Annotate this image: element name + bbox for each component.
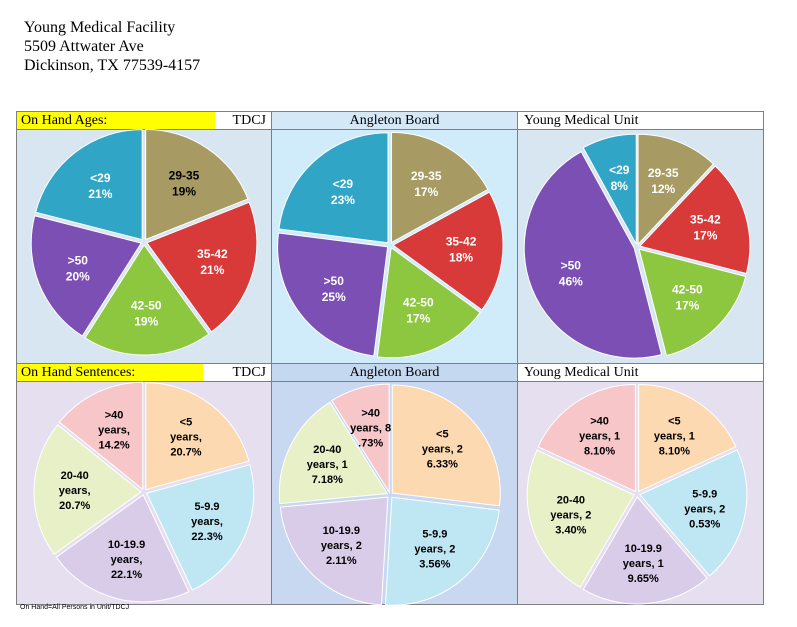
facility-city: Dickinson, TX 77539-4157 xyxy=(24,57,201,74)
slice-ages-tdcj-_29 xyxy=(35,129,143,241)
label-sentences-tdcj-_40: >40 years, 14.2% xyxy=(98,409,130,451)
slice-ages-angleton-29_35 xyxy=(391,131,489,244)
slice-ages-tdcj-29_35 xyxy=(145,129,249,241)
divider-1 xyxy=(271,112,272,604)
facility-address: Young Medical Facility 5509 Attwater Ave… xyxy=(24,18,200,75)
sentences-angleton-title: Angleton Board xyxy=(349,365,440,380)
label-sentences-tdcj-_5: <5 years, 20.7% xyxy=(170,417,202,459)
pie-sentences-tdcj: <5 years, 20.7% 5-9.9 years, 22.3% 10-19.9 year… xyxy=(33,381,255,603)
ages-tdcj-title: TDCJ xyxy=(232,113,266,128)
label-sentences-young-10_19_9: 10-19.9 years, 1 9.65% xyxy=(623,543,664,585)
slice-ages-angleton-35_42 xyxy=(392,191,504,311)
label-sentences-young-_40: >40 years, 1 8.10% xyxy=(579,415,620,457)
label-ages-young-_50: >50 46% xyxy=(559,258,583,288)
header-sentences-angleton: Angleton Board xyxy=(272,363,517,382)
label-ages-young-29_35: 29-35 12% xyxy=(648,166,679,196)
label-sentences-tdcj-5_9_9: 5-9.9 years, 22.3% xyxy=(191,501,223,543)
label-ages-angleton-42_50: 42-50 17% xyxy=(403,296,434,326)
slice-sentences-tdcj-20_40 xyxy=(33,424,142,555)
slice-ages-tdcj-42_50 xyxy=(84,244,210,356)
header-ages-tdcj: On Hand Ages: TDCJ xyxy=(17,112,271,130)
header-ages-angleton: Angleton Board xyxy=(272,112,517,130)
slice-sentences-angleton-_40 xyxy=(331,383,390,494)
pie-sentences-young: <5 years, 1 8.10% 5-9.9 years, 2 0.53% 10-19.9… xyxy=(526,383,748,605)
label-ages-tdcj-29_35: 29-35 19% xyxy=(169,168,200,198)
slice-sentences-tdcj-10_19_9 xyxy=(55,494,190,603)
slice-ages-young-29_35 xyxy=(637,133,715,246)
label-ages-angleton-35_42: 35-42 18% xyxy=(446,235,477,265)
slice-sentences-angleton-5_9_9 xyxy=(384,496,500,606)
slice-sentences-young-5_9_9 xyxy=(639,449,748,577)
label-ages-young-_29: <29 8% xyxy=(609,163,630,193)
sentences-young-title: Young Medical Unit xyxy=(524,365,639,380)
label-sentences-angleton-_40: >40 years, 8.73% xyxy=(350,408,391,450)
pie-sentences-angleton: <5 years, 2 6.33% 5-9.9 years, 2 3.56% 10-19.9… xyxy=(278,383,501,606)
label-sentences-young-5_9_9: 5-9.9 years, 2 0.53% xyxy=(684,489,725,531)
slice-ages-angleton-42_50 xyxy=(376,246,481,359)
slice-sentences-young-10_19_9 xyxy=(582,496,708,605)
ages-young-title: Young Medical Unit xyxy=(524,113,639,128)
pie-charts: 29-35 19%35-42 21%42-50 19%>50 20%<29 21%29-3… xyxy=(30,129,751,606)
label-sentences-tdcj-10_19_9: 10-19.9 years, 22.1% xyxy=(108,539,145,581)
label-ages-tdcj-35_42: 35-42 21% xyxy=(197,247,228,277)
slice-sentences-young-_40 xyxy=(537,383,636,493)
label-ages-tdcj-_29: <29 21% xyxy=(88,171,112,201)
header-sentences-young: Young Medical Unit xyxy=(518,363,763,382)
label-ages-angleton-_50: >50 25% xyxy=(322,274,346,304)
sentences-label: On Hand Sentences: xyxy=(17,364,203,381)
chart-grid: On Hand Ages: TDCJ Angleton Board Young … xyxy=(16,111,764,606)
slice-ages-young-42_50 xyxy=(638,248,747,357)
label-ages-tdcj-_50: >50 20% xyxy=(66,253,90,283)
header-ages-young: Young Medical Unit xyxy=(518,112,763,130)
label-sentences-angleton-10_19_9: 10-19.9 years, 2 2.11% xyxy=(321,525,362,567)
slice-ages-angleton-_50 xyxy=(277,232,389,357)
facility-name: Young Medical Facility xyxy=(24,19,176,36)
slice-ages-angleton-_29 xyxy=(278,132,389,244)
slice-sentences-angleton-_5 xyxy=(391,384,501,507)
slice-ages-tdcj-35_42 xyxy=(146,201,258,333)
label-ages-tdcj-42_50: 42-50 19% xyxy=(131,298,162,328)
label-ages-young-35_42: 35-42 17% xyxy=(690,212,721,242)
slice-sentences-tdcj-_40 xyxy=(58,381,144,491)
label-sentences-angleton-20_40: 20-40 years, 1 7.18% xyxy=(307,444,348,486)
divider-2 xyxy=(517,112,518,604)
label-sentences-angleton-5_9_9: 5-9.9 years, 2 3.56% xyxy=(414,529,455,571)
ages-label: On Hand Ages: xyxy=(17,112,215,129)
label-sentences-young-_5: <5 years, 1 8.10% xyxy=(654,415,695,457)
slice-sentences-tdcj-5_9_9 xyxy=(146,464,255,591)
label-ages-angleton-_29: <29 23% xyxy=(331,177,355,207)
slice-sentences-young-_5 xyxy=(638,383,737,493)
label-sentences-young-20_40: 20-40 years, 2 3.40% xyxy=(550,495,591,537)
slice-sentences-angleton-20_40 xyxy=(278,401,389,505)
ages-angleton-title: Angleton Board xyxy=(349,113,440,128)
pie-ages-angleton: 29-35 17% 35-42 18% 42-50 17% >50 25% <29 23% xyxy=(277,131,504,359)
label-sentences-angleton-_5: <5 years, 2 6.33% xyxy=(422,428,463,470)
pie-ages-young: 29-35 12% 35-42 17% 42-50 17% >50 46% <29 8% xyxy=(523,133,751,359)
footnote: On Hand=All Persons in Unit/TDCJ xyxy=(20,604,130,611)
slice-ages-tdcj-_50 xyxy=(30,215,143,337)
sentences-tdcj-title: TDCJ xyxy=(232,365,266,380)
header-sentences-tdcj: On Hand Sentences: TDCJ xyxy=(17,363,271,382)
slice-ages-young-_50 xyxy=(523,151,663,359)
facility-street: 5509 Attwater Ave xyxy=(24,38,144,55)
slice-sentences-tdcj-_5 xyxy=(145,382,250,491)
label-sentences-tdcj-20_40: 20-40 years, 20.7% xyxy=(59,470,91,512)
pie-ages-tdcj: 29-35 19% 35-42 21% 42-50 19% >50 20% <29 21% xyxy=(30,129,258,356)
slice-ages-young-_29 xyxy=(582,133,637,245)
slice-sentences-young-20_40 xyxy=(526,449,635,588)
label-ages-angleton-29_35: 29-35 17% xyxy=(411,169,442,199)
label-ages-young-42_50: 42-50 17% xyxy=(672,283,703,313)
slice-sentences-angleton-10_19_9 xyxy=(279,496,389,606)
slice-ages-young-35_42 xyxy=(638,165,751,275)
